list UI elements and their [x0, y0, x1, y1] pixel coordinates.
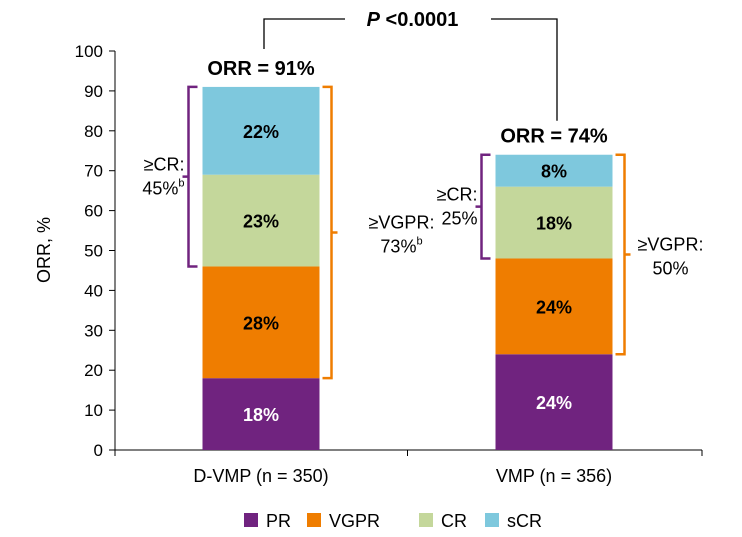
bracket-annotation-cr: ≥CR: 45%b	[142, 85, 198, 268]
bar-segment-label: 18%	[536, 214, 572, 234]
y-tick-label: 20	[84, 361, 103, 380]
bracket-line	[475, 153, 491, 260]
orr-label: ORR = 74%	[500, 126, 607, 148]
p-value-italic: P	[367, 9, 381, 31]
bracket-label-line: ≥VGPR:	[638, 234, 704, 254]
y-tick-label: 60	[84, 202, 103, 221]
bars: 18% 28% 23% 22% ORR = 91% 24% 24% 18% 8% ORR = 74…	[202, 58, 613, 450]
bar-segment-cr	[202, 174, 320, 267]
bracket-annotation-cr: ≥CR: 25%	[437, 153, 491, 260]
bracket-annotation-vgpr: ≥VGPR: 50%	[615, 153, 704, 356]
bracket-label-line: ≥CR:	[437, 185, 478, 205]
bar-segment-label: 18%	[243, 405, 279, 425]
p-value-bracket: P <0.0001	[263, 9, 558, 121]
y-tick-label: 90	[84, 82, 103, 101]
bracket-label-superscript: b	[416, 236, 422, 248]
p-bracket-right	[491, 18, 558, 121]
bracket-label-line: 73%b	[380, 236, 422, 257]
y-tick-label: 50	[84, 242, 103, 261]
legend-swatch-scr	[485, 513, 499, 527]
x-category-label: VMP (n = 356)	[496, 466, 612, 486]
orr-label: ORR = 91%	[207, 58, 314, 80]
y-tick-label: 100	[75, 42, 103, 61]
y-axis-label: ORR, %	[34, 217, 54, 283]
y-axis: 0 10 20 30 40 50 60 70 80 90 100	[75, 42, 116, 460]
bar-segment-pr	[495, 354, 613, 450]
bar-segment-label: 8%	[541, 162, 567, 182]
legend-label: VGPR	[329, 511, 380, 531]
x-axis: D-VMP (n = 350) VMP (n = 356)	[114, 449, 703, 486]
bar-segment-label: 24%	[536, 297, 572, 317]
annotations: ≥CR: 45%b ≥VGPR: 73%b ≥CR: 25% ≥VGPR: 50%	[142, 85, 704, 380]
bracket-label-line: 45%b	[142, 178, 184, 199]
bracket-label-superscript: b	[178, 178, 184, 190]
y-tick-label: 80	[84, 122, 103, 141]
bar-segment-vgpr	[202, 266, 320, 379]
bar-segment-label: 22%	[243, 122, 279, 142]
y-tick-label: 10	[84, 401, 103, 420]
legend-swatch-pr	[244, 513, 258, 527]
bracket-label-line: 50%	[652, 258, 688, 278]
y-tick-label: 30	[84, 321, 103, 340]
legend-swatch-cr	[419, 513, 433, 527]
y-tick-label: 40	[84, 281, 103, 300]
bracket-label-line: ≥CR:	[144, 155, 185, 175]
p-value-text: <0.0001	[380, 9, 458, 31]
bar-segment-scr	[495, 154, 613, 187]
legend-label: PR	[266, 511, 291, 531]
bar-segment-cr	[495, 186, 613, 259]
legend-label: sCR	[507, 511, 542, 531]
bar-segment-scr	[202, 86, 320, 175]
y-tick-label: 70	[84, 162, 103, 181]
legend-swatch-vgpr	[307, 513, 321, 527]
bar-segment-label: 23%	[243, 212, 279, 232]
legend-label: CR	[441, 511, 467, 531]
p-value-label: P <0.0001	[367, 9, 459, 31]
p-bracket-left	[263, 18, 345, 49]
bracket-label-line: 25%	[441, 209, 477, 229]
bar-segment-label: 28%	[243, 313, 279, 333]
bar-segment-vgpr	[495, 258, 613, 355]
bar-stack: 18% 28% 23% 22% ORR = 91%	[202, 58, 320, 450]
legend: PR VGPR CR sCR	[244, 511, 542, 531]
x-category-label: D-VMP (n = 350)	[193, 466, 328, 486]
bar-segment-label: 24%	[536, 393, 572, 413]
bracket-line	[322, 85, 338, 380]
bar-stack: 24% 24% 18% 8% ORR = 74%	[495, 126, 613, 450]
bar-segment-pr	[202, 378, 320, 450]
bracket-annotation-vgpr: ≥VGPR: 73%b	[322, 85, 435, 380]
y-tick-label: 0	[94, 441, 103, 460]
bracket-label-line: ≥VGPR:	[369, 213, 435, 233]
bracket-line	[182, 85, 198, 268]
bracket-line	[615, 153, 631, 356]
